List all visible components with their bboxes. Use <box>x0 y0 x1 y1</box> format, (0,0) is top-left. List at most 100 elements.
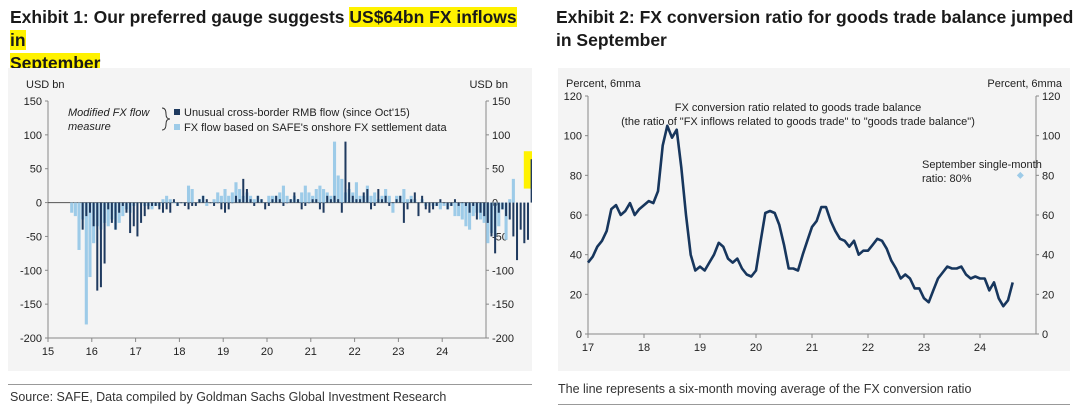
bar-unusual-rmb-flow <box>85 202 88 217</box>
bar-unusual-rmb-flow <box>516 202 519 261</box>
bar-unusual-rmb-flow <box>213 202 216 206</box>
x-tick-label: 19 <box>694 342 706 354</box>
bar-unusual-rmb-flow <box>205 199 208 203</box>
bar-safe-fx-flow <box>212 199 216 203</box>
bar-safe-fx-flow <box>230 192 234 203</box>
right-tick-label: 120 <box>1042 91 1060 103</box>
bar-unusual-rmb-flow <box>121 202 124 206</box>
left-tick-label: 0 <box>36 198 42 210</box>
bar-unusual-rmb-flow <box>501 202 504 210</box>
x-tick-label: 24 <box>974 342 986 354</box>
bar-safe-fx-flow <box>303 185 307 203</box>
bar-safe-fx-flow <box>464 202 468 227</box>
left-axis-unit: Percent, 6mma <box>566 78 641 90</box>
bar-safe-fx-flow <box>165 195 169 203</box>
right-tick-label: 50 <box>492 164 504 176</box>
bar-unusual-rmb-flow <box>129 202 132 234</box>
bar-safe-fx-flow <box>504 202 508 240</box>
bar-unusual-rmb-flow <box>88 202 91 213</box>
bar-unusual-rmb-flow <box>169 202 172 213</box>
bar-unusual-rmb-flow <box>176 202 179 206</box>
bar-unusual-rmb-flow <box>479 202 482 213</box>
right-tick-label: 80 <box>1042 170 1054 182</box>
bar-safe-fx-flow <box>238 189 242 203</box>
bar-unusual-rmb-flow <box>96 202 99 291</box>
bar-unusual-rmb-flow <box>464 202 467 206</box>
bar-unusual-rmb-flow <box>326 195 329 203</box>
x-tick-label: 21 <box>806 342 818 354</box>
bar-safe-fx-flow <box>387 195 391 203</box>
right-axis-unit: Percent, 6mma <box>987 78 1062 90</box>
bar-unusual-rmb-flow <box>399 195 402 203</box>
legend-label-rmb: Unusual cross-border RMB flow (since Oct… <box>184 107 410 119</box>
bar-unusual-rmb-flow <box>497 202 500 213</box>
bar-unusual-rmb-flow <box>322 202 325 213</box>
bar-unusual-rmb-flow <box>136 202 139 237</box>
exhibit1-chart-panel: -200-200-150-150-100-100-50-500050501001… <box>8 68 536 371</box>
x-tick-label: 22 <box>862 342 874 354</box>
bar-unusual-rmb-flow <box>377 189 380 203</box>
bar-unusual-rmb-flow <box>140 202 143 223</box>
left-tick-label: 40 <box>570 250 582 262</box>
bar-safe-fx-flow <box>73 202 77 217</box>
bar-unusual-rmb-flow <box>278 199 281 203</box>
bar-unusual-rmb-flow <box>370 202 373 210</box>
bar-unusual-rmb-flow <box>194 202 197 206</box>
bar-unusual-rmb-flow <box>154 202 157 206</box>
bar-unusual-rmb-flow <box>483 202 486 217</box>
bar-unusual-rmb-flow <box>348 182 351 203</box>
left-tick-label: -150 <box>20 299 42 311</box>
legend-line-1: FX conversion ratio related to goods tra… <box>675 102 921 114</box>
bar-unusual-rmb-flow <box>475 202 478 220</box>
bar-safe-fx-flow <box>402 189 406 203</box>
bar-unusual-rmb-flow <box>271 199 274 203</box>
bar-unusual-rmb-flow <box>242 178 245 203</box>
bar-safe-fx-flow <box>453 202 457 217</box>
bar-safe-fx-flow <box>471 202 475 217</box>
exhibit2-title: Exhibit 2: FX conversion ratio for goods… <box>556 7 1074 50</box>
left-tick-label: 80 <box>570 170 582 182</box>
bar-unusual-rmb-flow <box>486 202 489 223</box>
bar-safe-fx-flow <box>438 202 442 210</box>
bar-safe-fx-flow <box>285 195 289 203</box>
bar-unusual-rmb-flow <box>366 189 369 203</box>
bar-unusual-rmb-flow <box>191 202 194 206</box>
bar-safe-fx-flow <box>457 202 461 217</box>
left-tick-label: 100 <box>24 130 42 142</box>
legend-brace <box>161 107 171 131</box>
bar-unusual-rmb-flow <box>508 202 511 220</box>
bar-safe-fx-flow <box>168 199 172 203</box>
left-tick-label: 120 <box>564 91 582 103</box>
x-tick-label: 19 <box>217 346 229 358</box>
bar-unusual-rmb-flow <box>293 192 296 203</box>
legend-group-label: Modified FX flow <box>68 107 150 119</box>
september-single-month-point <box>1016 171 1024 179</box>
legend-group-label-2: measure <box>68 121 111 133</box>
bar-unusual-rmb-flow <box>143 202 146 217</box>
left-axis-unit: USD bn <box>26 79 65 91</box>
bar-unusual-rmb-flow <box>526 202 529 240</box>
bar-safe-fx-flow <box>161 199 165 203</box>
bar-unusual-rmb-flow <box>202 195 205 203</box>
bar-unusual-rmb-flow <box>450 202 453 206</box>
bar-safe-fx-flow <box>252 199 256 203</box>
legend-line-2: (the ratio of "FX inflows related to goo… <box>621 116 975 128</box>
left-tick-label: -50 <box>26 231 42 243</box>
bar-safe-fx-flow <box>300 192 304 203</box>
x-tick-label: 18 <box>638 342 650 354</box>
bar-unusual-rmb-flow <box>180 202 183 204</box>
bar-unusual-rmb-flow <box>362 192 365 203</box>
bar-safe-fx-flow <box>190 189 194 203</box>
x-tick-label: 22 <box>348 346 360 358</box>
bar-unusual-rmb-flow <box>439 199 442 203</box>
series-fx-conversion-ratio-line <box>586 124 1014 308</box>
bar-safe-fx-flow <box>314 189 318 203</box>
bar-unusual-rmb-flow <box>253 202 256 206</box>
bar-unusual-rmb-flow <box>161 202 164 213</box>
bar-safe-fx-flow <box>234 182 238 203</box>
right-tick-label: 60 <box>1042 210 1054 222</box>
bar-unusual-rmb-flow <box>249 199 252 203</box>
bar-safe-fx-flow <box>468 202 472 230</box>
bar-unusual-rmb-flow <box>472 202 475 206</box>
bar-safe-fx-flow <box>384 189 388 203</box>
